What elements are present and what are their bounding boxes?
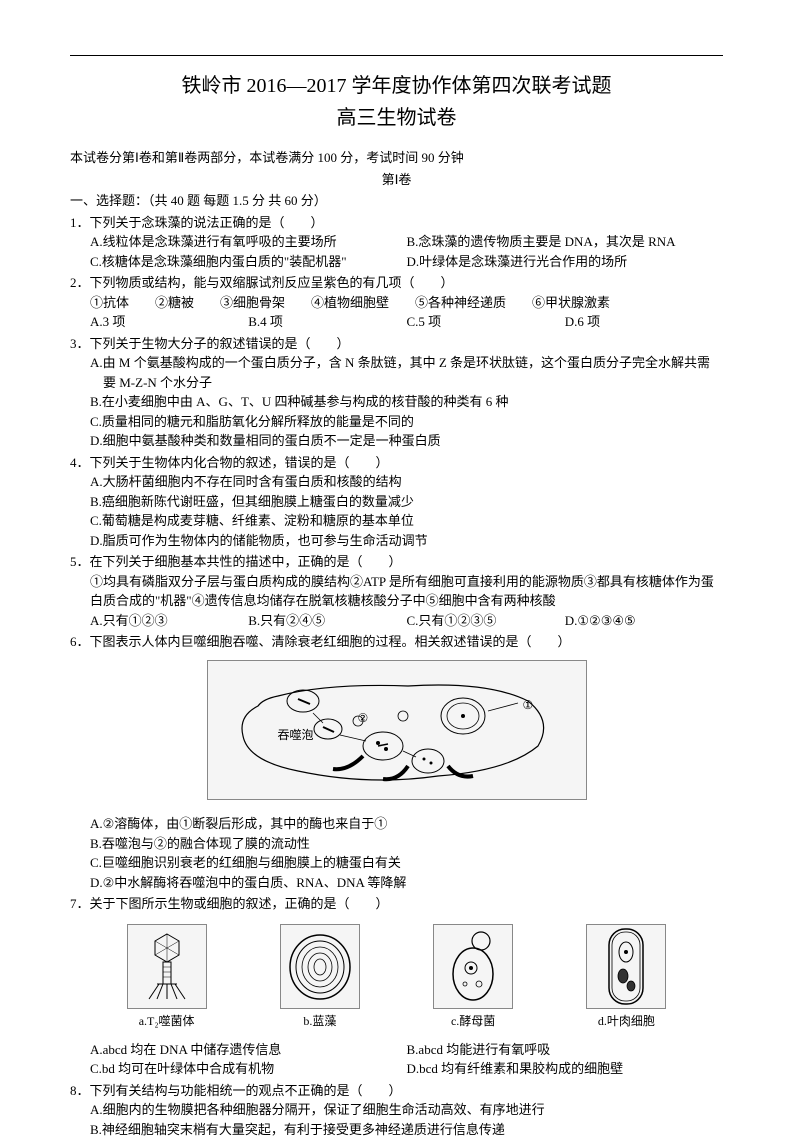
q5-option-b: B.只有②④⑤ xyxy=(248,611,406,631)
q3-option-b: B.在小麦细胞中由 A、G、T、U 四种碱基参与构成的核苷酸的种类有 6 种 xyxy=(70,392,723,412)
q6-option-d: D.②中水解酶将吞噬泡中的蛋白质、RNA、DNA 等降解 xyxy=(70,873,723,893)
question-8: 8．下列有关结构与功能相统一的观点不正确的是（ ） A.细胞内的生物膜把各种细胞… xyxy=(70,1081,723,1139)
question-3: 3．下列关于生物大分子的叙述错误的是（ ） A.由 M 个氨基酸构成的一个蛋白质… xyxy=(70,334,723,451)
exam-info: 本试卷分第Ⅰ卷和第Ⅱ卷两部分，本试卷满分 100 分，考试时间 90 分钟 xyxy=(70,148,723,168)
q6-option-c: C.巨噬细胞识别衰老的红细胞与细胞膜上的糖蛋白有关 xyxy=(70,853,723,873)
header-rule xyxy=(70,55,723,56)
question-6: 6．下图表示人体内巨噬细胞吞噬、清除衰老红细胞的过程。相关叙述错误的是（ ） xyxy=(70,632,723,892)
question-1: 1．下列关于念珠藻的说法正确的是（ ） A.线粒体是念珠藻进行有氧呼吸的主要场所… xyxy=(70,213,723,272)
q8-text: 8．下列有关结构与功能相统一的观点不正确的是（ ） xyxy=(70,1081,723,1101)
phagocyte-svg xyxy=(208,661,588,801)
q2-option-d: D.6 项 xyxy=(565,312,723,332)
q3-text: 3．下列关于生物大分子的叙述错误的是（ ） xyxy=(70,334,723,354)
q4-option-d: D.脂质可作为生物体内的储能物质，也可参与生命活动调节 xyxy=(70,531,723,551)
q7-option-c: C.bd 均可在叶绿体中合成有机物 xyxy=(90,1059,407,1079)
q1-option-b: B.念珠藻的遗传物质主要是 DNA，其次是 RNA xyxy=(407,232,724,252)
q6-text: 6．下图表示人体内巨噬细胞吞噬、清除衰老红细胞的过程。相关叙述错误的是（ ） xyxy=(70,632,723,652)
leafcell-img xyxy=(586,924,666,1009)
q8-option-b: B.神经细胞轴突末梢有大量突起，有利于接受更多神经递质进行信息传递 xyxy=(70,1120,723,1139)
organism-a: a.T₂噬菌体 xyxy=(96,924,237,1030)
q5-option-d: D.①②③④⑤ xyxy=(565,611,723,631)
part-title: 第Ⅰ卷 xyxy=(70,170,723,190)
exam-subtitle: 高三生物试卷 xyxy=(70,103,723,133)
exam-title: 铁岭市 2016—2017 学年度协作体第四次联考试题 xyxy=(70,71,723,101)
q7-option-b: B.abcd 均能进行有氧呼吸 xyxy=(407,1040,724,1060)
question-5: 5．在下列关于细胞基本共性的描述中，正确的是（ ） ①均具有磷脂双分子层与蛋白质… xyxy=(70,552,723,630)
organism-d-label: d.叶肉细胞 xyxy=(556,1012,697,1030)
q3-option-a: A.由 M 个氨基酸构成的一个蛋白质分子，含 N 条肽链，其中 Z 条是环状肽链… xyxy=(70,353,723,392)
diagram-label-phagocyte: 吞噬泡 xyxy=(278,726,314,744)
organism-d: d.叶肉细胞 xyxy=(556,924,697,1030)
organism-a-label: a.T₂噬菌体 xyxy=(96,1012,237,1030)
q7-option-d: D.bcd 均有纤维素和果胶构成的细胞壁 xyxy=(407,1059,724,1079)
question-2: 2．下列物质或结构，能与双缩脲试剂反应呈紫色的有几项（ ） ①抗体 ②糖被 ③细… xyxy=(70,273,723,332)
q1-option-a: A.线粒体是念珠藻进行有氧呼吸的主要场所 xyxy=(90,232,407,252)
q6-option-b: B.吞噬泡与②的融合体现了膜的流动性 xyxy=(70,834,723,854)
q3-option-c: C.质量相同的糖元和脂肪氧化分解所释放的能量是不同的 xyxy=(70,412,723,432)
phagocyte-diagram: 吞噬泡 ① ② xyxy=(207,660,587,800)
q4-option-b: B.癌细胞新陈代谢旺盛，但其细胞膜上糖蛋白的数量减少 xyxy=(70,492,723,512)
organism-c: c.酵母菌 xyxy=(403,924,544,1030)
q7-text: 7．关于下图所示生物或细胞的叙述，正确的是（ ） xyxy=(70,894,723,914)
q6-option-a: A.②溶酶体，由①断裂后形成，其中的酶也来自于① xyxy=(70,814,723,834)
q2-option-b: B.4 项 xyxy=(248,312,406,332)
cyanobacteria-img xyxy=(280,924,360,1009)
section-header: 一、选择题：（共 40 题 每题 1.5 分 共 60 分） xyxy=(70,191,723,211)
q4-option-a: A.大肠杆菌细胞内不存在同时含有蛋白质和核酸的结构 xyxy=(70,472,723,492)
q7-option-a: A.abcd 均在 DNA 中储存遗传信息 xyxy=(90,1040,407,1060)
bacteriophage-img xyxy=(127,924,207,1009)
q4-text: 4．下列关于生物体内化合物的叙述，错误的是（ ） xyxy=(70,453,723,473)
q2-text: 2．下列物质或结构，能与双缩脲试剂反应呈紫色的有几项（ ） xyxy=(70,273,723,293)
q5-text: 5．在下列关于细胞基本共性的描述中，正确的是（ ） xyxy=(70,552,723,572)
diagram-num-2: ② xyxy=(358,709,369,727)
yeast-img xyxy=(433,924,513,1009)
q8-option-a: A.细胞内的生物膜把各种细胞器分隔开，保证了细胞生命活动高效、有序地进行 xyxy=(70,1100,723,1120)
q2-option-c: C.5 项 xyxy=(407,312,565,332)
organism-b-label: b.蓝藻 xyxy=(249,1012,390,1030)
question-7: 7．关于下图所示生物或细胞的叙述，正确的是（ ） xyxy=(70,894,723,1079)
organism-b: b.蓝藻 xyxy=(249,924,390,1030)
q5-option-a: A.只有①②③ xyxy=(90,611,248,631)
q6-diagram-container: 吞噬泡 ① ② xyxy=(70,660,723,807)
q5-items: ①均具有磷脂双分子层与蛋白质构成的膜结构②ATP 是所有细胞可直接利用的能源物质… xyxy=(70,572,723,611)
q4-option-c: C.葡萄糖是构成麦芽糖、纤维素、淀粉和糖原的基本单位 xyxy=(70,511,723,531)
diagram-num-1: ① xyxy=(523,696,534,714)
q1-option-d: D.叶绿体是念珠藻进行光合作用的场所 xyxy=(407,252,724,272)
q2-items: ①抗体 ②糖被 ③细胞骨架 ④植物细胞壁 ⑤各种神经递质 ⑥甲状腺激素 xyxy=(70,293,723,313)
q3-option-d: D.细胞中氨基酸种类和数量相同的蛋白质不一定是一种蛋白质 xyxy=(70,431,723,451)
q2-option-a: A.3 项 xyxy=(90,312,248,332)
q5-option-c: C.只有①②③⑤ xyxy=(407,611,565,631)
q1-option-c: C.核糖体是念珠藻细胞内蛋白质的"装配机器" xyxy=(90,252,407,272)
q1-text: 1．下列关于念珠藻的说法正确的是（ ） xyxy=(70,213,723,233)
question-4: 4．下列关于生物体内化合物的叙述，错误的是（ ） A.大肠杆菌细胞内不存在同时含… xyxy=(70,453,723,551)
organisms-row: a.T₂噬菌体 b.蓝藻 xyxy=(90,924,703,1030)
organism-c-label: c.酵母菌 xyxy=(403,1012,544,1030)
